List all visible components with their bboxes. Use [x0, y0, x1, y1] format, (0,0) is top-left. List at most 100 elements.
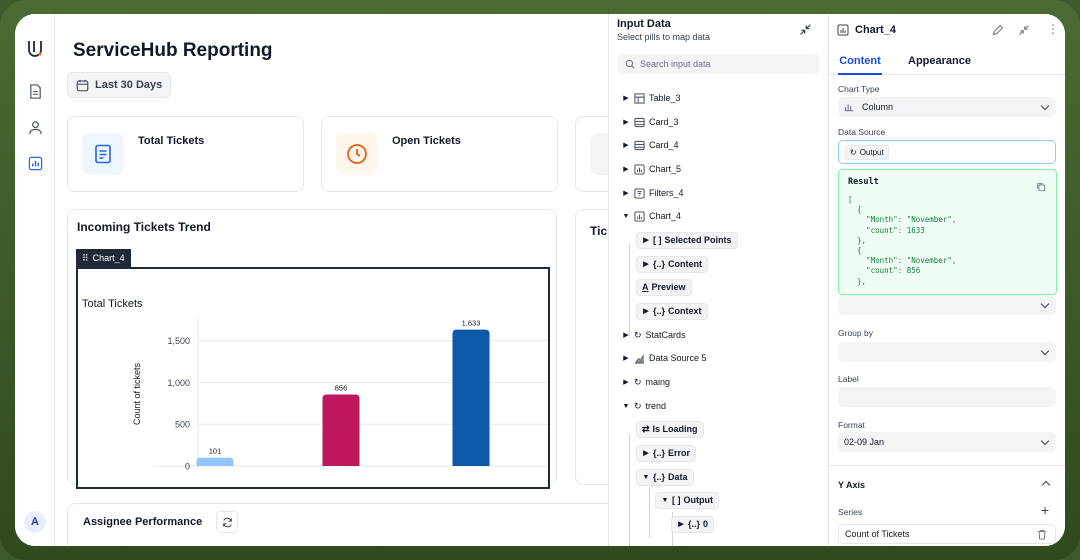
- hidden-select[interactable]: [838, 295, 1056, 315]
- tree-item-label: Filters_4: [649, 188, 684, 198]
- tree-pill[interactable]: A Preview: [636, 278, 692, 296]
- edit-icon[interactable]: [992, 23, 1004, 41]
- tree-item-label: maing: [645, 377, 671, 387]
- tree-item[interactable]: ▶ Chart_5: [622, 160, 681, 178]
- tree-item[interactable]: ▶ Card_4: [622, 136, 678, 154]
- data-label: 1,633: [462, 319, 481, 328]
- tree-item[interactable]: ▶ Card_3: [622, 113, 679, 131]
- pill-label: Content: [668, 259, 703, 269]
- date-range-label: Last 30 Days: [95, 79, 163, 91]
- partial-panel-title: Tic: [590, 224, 608, 238]
- label-label: Label: [838, 374, 859, 384]
- caret-right-icon[interactable]: ▶: [623, 119, 629, 126]
- collapse-icon[interactable]: [1018, 23, 1030, 41]
- caret-right-icon[interactable]: ▶: [623, 95, 629, 102]
- pill-glyph: [ ]: [653, 235, 662, 245]
- tree-item-label: Data Source 5: [649, 353, 707, 363]
- logo-icon[interactable]: [25, 38, 45, 58]
- search-icon: [625, 59, 635, 69]
- caret-down-icon[interactable]: ▼: [622, 212, 630, 220]
- y-axis-section-title: Y Axis: [838, 480, 866, 490]
- pill-glyph: {..}: [653, 448, 666, 458]
- group-by-select[interactable]: [838, 342, 1056, 362]
- tree-item[interactable]: ▶ Data Source 5: [622, 349, 707, 367]
- label-input[interactable]: [838, 387, 1056, 407]
- caret-right-icon[interactable]: ▶: [623, 332, 629, 339]
- y-tick-label: 1,500: [167, 336, 190, 346]
- y-tick-label: 0: [185, 462, 190, 472]
- refresh-button[interactable]: [216, 511, 238, 533]
- stat-card-total[interactable]: Total Tickets: [67, 116, 304, 192]
- caret-right-icon[interactable]: ▶: [623, 355, 629, 362]
- caret-right-icon[interactable]: ▶: [623, 190, 629, 197]
- tree-pill[interactable]: ▶ {..} 0: [671, 515, 715, 533]
- tree-item-label: Card_3: [649, 117, 679, 127]
- refresh-icon: [222, 517, 232, 527]
- pill-glyph: [ ]: [672, 495, 681, 505]
- stat-card-open[interactable]: Open Tickets: [321, 116, 558, 192]
- collapse-icon[interactable]: [799, 23, 812, 41]
- tree-pill[interactable]: ▶ {..} Error: [636, 444, 697, 462]
- pill-label: Context: [668, 306, 702, 316]
- tree-pill[interactable]: ▼[ ] Output: [655, 491, 719, 509]
- pill-label: Data: [668, 472, 688, 482]
- document-icon[interactable]: [25, 81, 45, 101]
- tree-item[interactable]: ▶ ↻ maing: [622, 373, 670, 391]
- filter-icon: [634, 187, 645, 199]
- tab-appearance[interactable]: Appearance: [908, 55, 971, 67]
- tree-pill[interactable]: ⇄ Is Loading: [636, 420, 704, 438]
- pill-label: Output: [683, 495, 714, 505]
- properties-panel: Chart_4 ⋮ Content Appearance Chart Type …: [829, 14, 1065, 546]
- chevron-down-icon: [1040, 299, 1050, 309]
- drag-handle-icon[interactable]: ⠿: [82, 252, 89, 263]
- caret-down-icon[interactable]: ▼: [622, 402, 630, 410]
- tree-item[interactable]: ▶ Filters_4: [622, 184, 684, 202]
- refresh-icon: ↻: [850, 147, 857, 157]
- pill-label: 0: [703, 519, 709, 529]
- chart-container[interactable]: Total Tickets Count of tickets 0 500 1,000…: [76, 267, 550, 489]
- tree-item[interactable]: ▶ Table_3: [622, 89, 681, 107]
- data-source-value: Output: [859, 147, 884, 157]
- bar: [196, 457, 234, 466]
- date-range-button[interactable]: Last 30 Days: [67, 72, 172, 98]
- series-item[interactable]: Count of Tickets: [838, 524, 1056, 544]
- search-input[interactable]: Search input data: [618, 54, 820, 74]
- tree-item-label: trend: [645, 401, 667, 411]
- chevron-up-icon[interactable]: [1041, 480, 1051, 490]
- avatar[interactable]: A: [24, 511, 46, 533]
- tree-item[interactable]: ▶ ↻ StatCards: [622, 326, 685, 344]
- data-label: 856: [335, 383, 348, 392]
- reports-icon[interactable]: [25, 153, 45, 173]
- tree-item[interactable]: ▼ Chart_4: [622, 207, 681, 225]
- toggle-icon: ⇄: [642, 423, 650, 434]
- result-preview: Result [ { "Month": "November", "count":…: [838, 169, 1057, 295]
- user-icon[interactable]: [25, 117, 45, 137]
- refresh-icon: ↻: [634, 400, 642, 411]
- chevron-down-icon: [1040, 436, 1050, 446]
- more-icon[interactable]: ⋮: [1047, 22, 1059, 36]
- chart-selection-tag[interactable]: ⠿ Chart_4: [76, 249, 131, 267]
- trash-icon[interactable]: [1037, 529, 1047, 540]
- tab-content[interactable]: Content: [838, 55, 882, 75]
- tree-pill[interactable]: ▼ {..} Data: [636, 468, 694, 486]
- caret-right-icon[interactable]: ▶: [623, 379, 629, 386]
- left-rail: A: [15, 14, 55, 546]
- copy-icon[interactable]: [1036, 177, 1046, 196]
- caret-right-icon[interactable]: ▶: [623, 142, 629, 149]
- tree-item[interactable]: ▼ ↻ trend: [622, 397, 667, 415]
- tree-pill[interactable]: ▶[ ] Selected Points: [636, 231, 738, 249]
- data-source-pill[interactable]: ↻ Output: [845, 144, 889, 160]
- chart-title: Total Tickets: [82, 298, 143, 310]
- chart-type-select[interactable]: Column: [838, 97, 1056, 117]
- chart-icon: [634, 210, 645, 222]
- tree-item-label: Table_3: [649, 93, 681, 103]
- result-json: [ { "Month": "November", "count": 1633 }…: [848, 195, 957, 286]
- app-screen: A ServiceHub Reporting Last 30 Days Tota…: [15, 14, 1065, 546]
- bar: [452, 329, 490, 466]
- format-select[interactable]: 02-09 Jan: [838, 432, 1056, 452]
- add-series-icon[interactable]: +: [1041, 502, 1050, 518]
- tree-pill[interactable]: ▶ {..} Context: [636, 302, 708, 320]
- caret-right-icon[interactable]: ▶: [623, 166, 629, 173]
- data-source-input[interactable]: ↻ Output: [838, 140, 1056, 164]
- tree-pill[interactable]: ▶ {..} Content: [636, 255, 709, 273]
